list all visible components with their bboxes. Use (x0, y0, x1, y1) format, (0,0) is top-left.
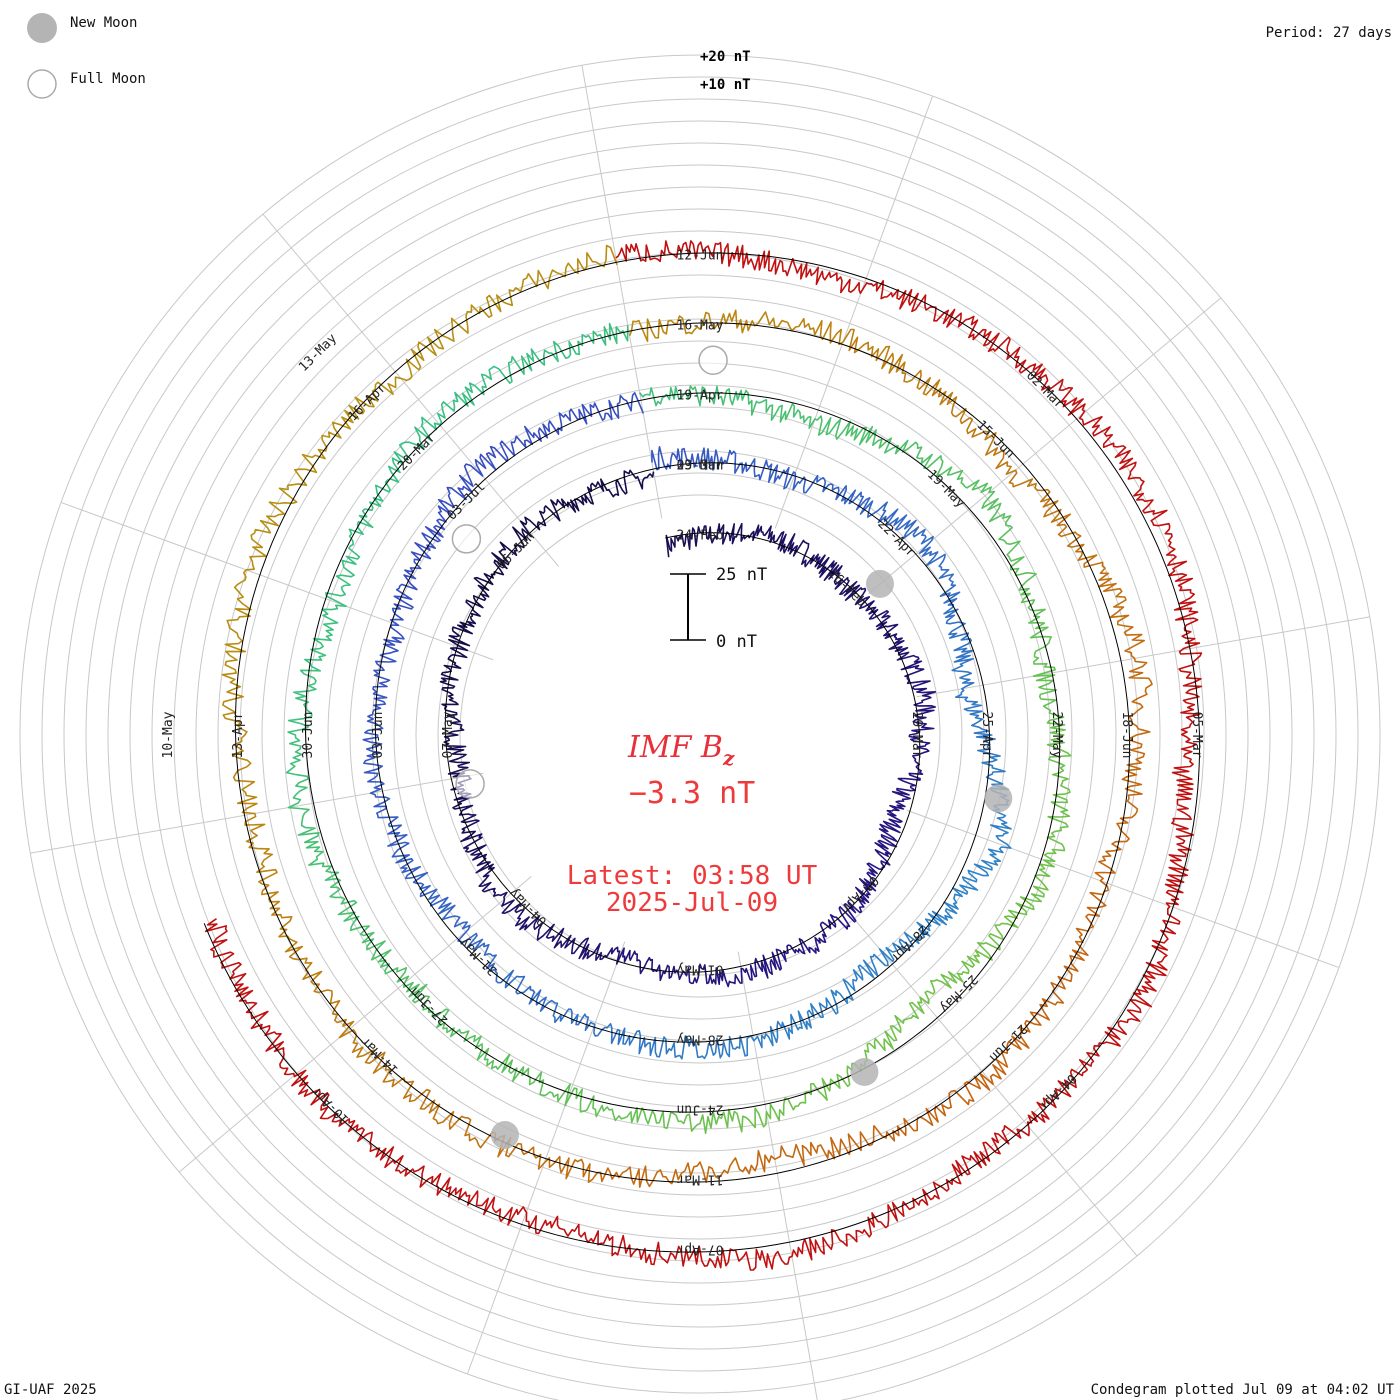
scale-bottom-label: 0 nT (716, 632, 757, 652)
moon-layer (451, 345, 1013, 1149)
date-label: 07-May (441, 711, 456, 758)
grid-spoke (466, 941, 626, 1375)
grid-ring (415, 450, 985, 1020)
zero-line-5 (203, 252, 1201, 1253)
date-label: 11-Mar (676, 1172, 723, 1187)
grid-ring (283, 318, 1117, 1152)
date-label: 01-May (676, 962, 723, 977)
grid-spoke (581, 65, 663, 519)
new-moon-marker (490, 1121, 519, 1149)
date-label: 24-Jun (677, 1102, 724, 1117)
full-moon-marker (698, 345, 728, 375)
imf-bz-title: IMF Bz (627, 730, 735, 770)
footer-plot-time: Condegram plotted Jul 09 at 04:02 UT (1091, 1382, 1395, 1398)
grid-ring (393, 428, 1007, 1042)
date-label: 22-May (1049, 712, 1064, 759)
grid-ring (371, 406, 1029, 1064)
date-label: 26-Feb (825, 566, 869, 610)
date-label: 12-Jun (677, 249, 724, 264)
grid-spoke (178, 876, 532, 1173)
date-label: 03-Jun (371, 712, 386, 759)
zero-line-1 (444, 468, 921, 973)
grid-spoke (262, 213, 559, 567)
latest-time: Latest: 03:58 UT (567, 861, 818, 891)
grid-spoke (774, 95, 934, 529)
date-label: 21-Jun (986, 1021, 1030, 1065)
new-moon-marker (984, 784, 1013, 813)
grid-ring (63, 98, 1337, 1372)
new-moon-marker (850, 1058, 879, 1086)
grid-ring (195, 230, 1205, 1240)
date-label: 07-Apr (676, 1242, 723, 1257)
new-moon-marker (866, 569, 894, 598)
zero-line-3 (304, 330, 1061, 1113)
grid-spoke (906, 809, 1340, 969)
grid-spoke (30, 772, 484, 854)
full-moon-legend-label: Full Moon (70, 71, 146, 87)
full-moon-marker (455, 769, 485, 799)
date-label: 20-Mar (395, 430, 439, 474)
date-label: 29-Mar (909, 712, 924, 759)
trace-layer (203, 240, 1203, 1271)
grid-ring (349, 384, 1051, 1086)
date-label: 28-May (676, 1032, 723, 1047)
grid-ring (19, 54, 1381, 1400)
grid-spoke (737, 951, 818, 1400)
period-label: Period: 27 days (1266, 25, 1392, 41)
date-label: 05-Mar (1189, 712, 1204, 759)
full-moon-marker (451, 524, 482, 554)
grid-ring (459, 494, 941, 976)
zero-line-4 (234, 261, 1131, 1183)
grid-ring (107, 142, 1293, 1328)
date-label: 23-Mar (677, 459, 724, 474)
date-label: 04-Apr (1035, 1070, 1079, 1114)
bz-value: −3.3 nT (629, 776, 755, 811)
date-label: 30-Jun (301, 712, 316, 759)
date-label: 13-Apr (231, 711, 246, 758)
date-label: 19-Apr (677, 389, 724, 404)
grid-spoke (916, 616, 1370, 698)
grid-ring (239, 274, 1161, 1196)
date-label: 09-Jun (677, 459, 724, 474)
date-label: 04-May (506, 885, 550, 929)
date-label: 16-Apr (346, 380, 390, 424)
offset-label-20: +20 nT (700, 49, 751, 65)
series-trace-2 (362, 392, 1012, 1060)
latest-date: 2025-Jul-09 (606, 888, 778, 918)
grid-ring (129, 164, 1271, 1306)
full-moon-legend-icon (27, 69, 57, 99)
series-trace-5 (204, 240, 1203, 1271)
grid-ring (41, 76, 1359, 1394)
grid-ring (151, 186, 1249, 1284)
new-moon-legend-label: New Moon (70, 15, 137, 31)
zero-line-2 (374, 399, 991, 1043)
grid-spoke (841, 903, 1138, 1257)
new-moon-legend-icon (27, 13, 57, 43)
date-label: 13-May (296, 331, 340, 375)
footer-credit: GI-UAF 2025 (4, 1382, 97, 1398)
offset-label-10: +10 nT (700, 77, 751, 93)
series-trace-1 (439, 469, 937, 988)
date-label: 25-Apr (979, 712, 994, 759)
date-label: 10-May (161, 711, 176, 758)
grid-spoke (60, 501, 494, 661)
scale-bar: 25 nT 0 nT (670, 565, 767, 652)
grid-ring (85, 120, 1315, 1350)
date-label: 16-May (677, 319, 724, 334)
date-label: 10-Apr (308, 1083, 352, 1127)
series-trace-4 (221, 244, 1153, 1188)
date-label: 18-Jun (1119, 712, 1134, 759)
scale-top-label: 25 nT (716, 565, 767, 585)
date-label: 24-Feb (677, 529, 724, 544)
series-trace-3 (285, 322, 1072, 1134)
grid-ring (437, 472, 963, 998)
grid-ring (173, 208, 1227, 1262)
